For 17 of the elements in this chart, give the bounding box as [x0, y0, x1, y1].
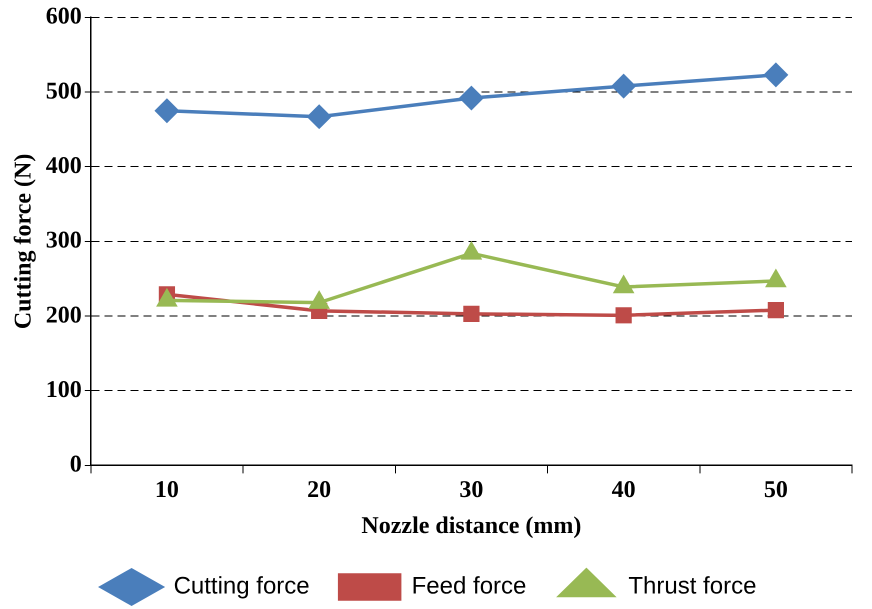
y-axis-title: Cutting force (N)	[10, 154, 37, 330]
x-tick-label: 40	[612, 477, 636, 504]
y-tick-label: 400	[46, 152, 82, 179]
x-axis-title: Nozzle distance (mm)	[361, 512, 582, 539]
legend-label: Cutting force	[174, 572, 310, 600]
y-tick-label: 300	[46, 228, 82, 254]
legend-label: Feed force	[412, 572, 526, 600]
y-tick-label: 600	[46, 4, 82, 30]
y-tick-label: 200	[46, 302, 82, 328]
legend-label: Thrust force	[628, 572, 756, 600]
y-tick-label: 500	[46, 78, 82, 104]
x-tick-label: 20	[307, 477, 332, 504]
y-tick-label: 0	[70, 452, 82, 478]
x-tick-label: 30	[459, 477, 484, 504]
x-tick-label: 50	[764, 477, 788, 504]
x-tick-label: 10	[154, 477, 179, 504]
y-tick-label: 100	[46, 376, 82, 403]
